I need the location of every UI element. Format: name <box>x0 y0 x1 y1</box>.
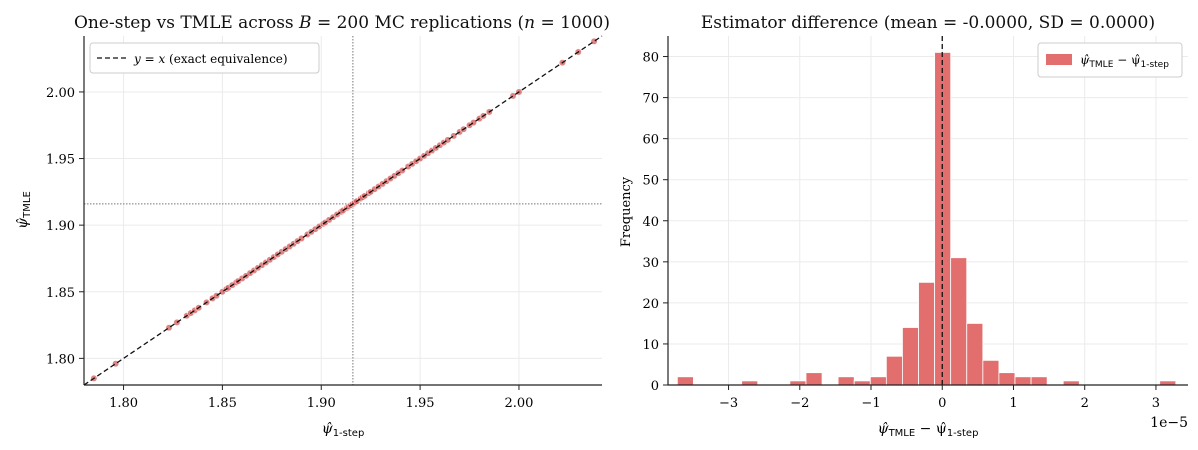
histogram-x-tick-label: −3 <box>719 396 738 411</box>
scatter-x-tick-label: 1.80 <box>109 396 138 411</box>
histogram-bar <box>1030 376 1048 386</box>
scatter-y-tick-label: 1.85 <box>46 286 75 301</box>
histogram-x-label: ψ̂TMLE − ψ̂1-step <box>878 421 979 439</box>
scatter-reference-lines <box>84 36 602 385</box>
histogram-y-tick-label: 0 <box>651 379 659 394</box>
histogram-x-tick-label: −2 <box>790 396 809 411</box>
histogram-bar <box>902 327 919 386</box>
histogram-bar <box>1159 380 1177 386</box>
scatter-x-tick-label: 1.95 <box>406 396 435 411</box>
scatter-title: One-step vs TMLE across B = 200 MC repli… <box>74 13 610 33</box>
histogram-y-tick-label: 60 <box>642 133 659 148</box>
scatter-legend: y = x (exact equivalence) <box>89 42 320 74</box>
histogram-x-tick-label: −1 <box>861 396 880 411</box>
histogram-bar <box>966 323 984 386</box>
histogram-bars <box>676 52 1177 386</box>
histogram-bar <box>1062 380 1080 386</box>
scatter-y-ticks: 1.80 1.85 1.90 1.95 2.00 <box>46 86 84 367</box>
histogram-bar <box>805 372 823 386</box>
histogram-y-tick-label: 40 <box>642 215 659 230</box>
histogram-y-label: Frequency <box>619 176 634 247</box>
histogram-chart: Estimator difference (mean = -0.0000, SD… <box>619 13 1188 439</box>
scatter-y-tick-label: 1.80 <box>46 352 75 367</box>
histogram-bar <box>869 376 887 386</box>
scatter-x-ticks: 1.80 1.85 1.90 1.95 2.00 <box>109 385 533 411</box>
scatter-axes <box>83 36 602 386</box>
scatter-legend-box <box>89 42 320 74</box>
scatter-legend-label: y = x (exact equivalence) <box>133 52 288 66</box>
scatter-y-tick-label: 2.00 <box>46 86 75 101</box>
histogram-x-tick-label: 3 <box>1152 396 1160 411</box>
histogram-y-tick-label: 70 <box>642 92 659 107</box>
scatter-y-tick-label: 1.95 <box>46 153 75 168</box>
histogram-x-multiplier: 1e−5 <box>1150 415 1188 431</box>
scatter-x-tick-label: 2.00 <box>504 396 533 411</box>
histogram-y-ticks: 0 10 20 30 40 50 60 70 80 <box>642 51 668 394</box>
scatter-chart: One-step vs TMLE across B = 200 MC repli… <box>15 13 610 439</box>
scatter-y-tick-label: 1.90 <box>46 219 75 234</box>
histogram-y-tick-label: 80 <box>642 51 659 66</box>
histogram-legend: ψ̂TMLE − ψ̂1-step <box>1037 42 1183 78</box>
histogram-bar <box>918 281 936 386</box>
histogram-y-tick-label: 20 <box>642 297 659 312</box>
histogram-bar <box>982 359 1000 386</box>
histogram-title: Estimator difference (mean = -0.0000, SD… <box>701 13 1155 33</box>
histogram-y-tick-label: 50 <box>642 174 659 189</box>
histogram-bar <box>837 376 855 386</box>
scatter-x-label: ψ̂1-step <box>322 421 365 439</box>
histogram-legend-box <box>1037 42 1183 78</box>
histogram-x-tick-label: 1 <box>1009 396 1017 411</box>
histogram-x-tick-label: 0 <box>938 396 946 411</box>
histogram-y-tick-label: 30 <box>642 256 659 271</box>
histogram-bar <box>950 257 968 386</box>
scatter-x-tick-label: 1.85 <box>208 396 237 411</box>
histogram-bar <box>676 376 694 386</box>
histogram-x-tick-label: 2 <box>1081 396 1089 411</box>
histogram-bar <box>853 380 871 386</box>
scatter-x-tick-label: 1.90 <box>307 396 336 411</box>
histogram-bar <box>741 380 759 386</box>
histogram-bar <box>1014 376 1032 386</box>
histogram-bar <box>789 380 807 386</box>
scatter-y-label: ψ̂TMLE <box>15 191 33 229</box>
histogram-legend-label: ψ̂TMLE − ψ̂1-step <box>1080 53 1169 70</box>
histogram-bar <box>885 355 903 386</box>
histogram-x-ticks: −3 −2 −1 0 1 2 3 <box>719 385 1160 411</box>
histogram-axes <box>667 36 1188 386</box>
histogram-y-tick-label: 10 <box>642 338 659 353</box>
identity-line <box>83 35 603 386</box>
histogram-bar <box>998 372 1016 386</box>
histogram-legend-swatch <box>1046 54 1072 65</box>
